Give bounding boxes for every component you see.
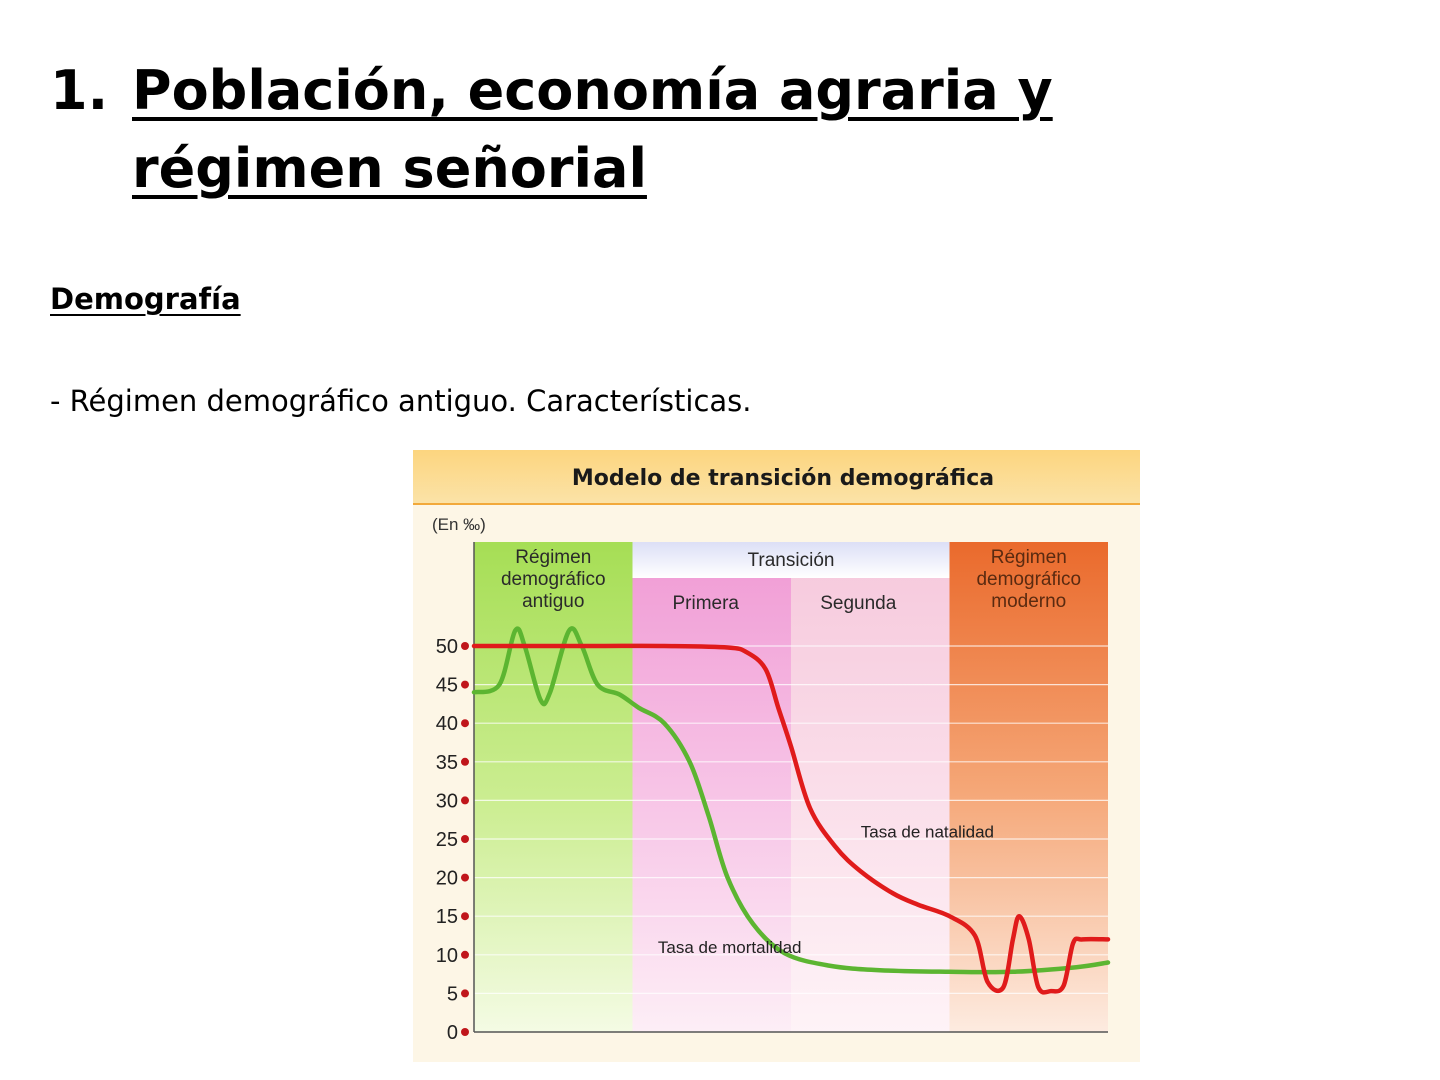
y-tick-dot	[461, 835, 469, 843]
stage-label-line: antiguo	[522, 591, 584, 612]
y-tick-label: 15	[436, 906, 458, 928]
y-tick-dot	[461, 680, 469, 689]
y-tick-dot	[461, 873, 469, 882]
y-tick-label: 35	[436, 752, 458, 774]
y-tick-label: 5	[447, 983, 458, 1005]
y-tick-dot	[461, 796, 469, 805]
series-label-natalidad: Tasa de natalidad	[861, 822, 994, 841]
y-tick-label: 0	[447, 1022, 458, 1044]
y-tick-dot	[461, 912, 469, 921]
y-tick-label: 45	[436, 675, 458, 697]
y-tick-label: 10	[436, 945, 458, 967]
y-tick-dot	[461, 1028, 469, 1036]
stage-label-line: Régimen	[515, 547, 591, 568]
y-tick-label: 30	[436, 790, 458, 812]
stage-band-moderno	[949, 542, 1108, 1032]
section-title: Demografía	[50, 282, 241, 316]
chart-title: Modelo de transición demográfica	[572, 466, 994, 491]
stage-label-antiguo: Régimen demográfico antiguo	[501, 547, 606, 612]
stage-label-transicion: Transición	[748, 550, 835, 571]
y-tick-dot	[461, 757, 469, 766]
stage-band-antiguo	[474, 542, 633, 1032]
title-bar-divider	[413, 503, 1140, 505]
figure-title-bar	[413, 450, 1140, 504]
series-line-natalidad	[471, 643, 1111, 995]
y-axis-unit-label: (En ‰)	[432, 515, 486, 534]
bullet-point: - Régimen demográfico antiguo. Caracterí…	[50, 384, 752, 418]
y-tick-label: 20	[436, 868, 458, 890]
y-tick-dot	[461, 642, 469, 650]
stage-label-line: Régimen	[991, 547, 1067, 568]
y-tick-dot	[461, 989, 469, 998]
demographic-transition-figure: Modelo de transición demográfica (En ‰) …	[413, 450, 1140, 1062]
substage-label-segunda: Segunda	[820, 593, 897, 614]
series-line-mortalidad	[471, 626, 1111, 975]
stage-label-line: moderno	[991, 591, 1066, 612]
heading-number: 1.	[50, 59, 109, 122]
heading-title: Población, economía agraria y régimen se…	[132, 59, 1053, 200]
stage-band-primera	[632, 542, 791, 1032]
y-tick-label: 25	[436, 829, 458, 851]
y-tick-label: 50	[436, 636, 458, 658]
y-tick-label: 40	[436, 713, 458, 735]
stage-label-moderno: Régimen demográfico moderno	[976, 547, 1081, 612]
y-tick-dot	[461, 950, 469, 959]
stage-label-line: demográfico	[976, 569, 1081, 590]
stage-label-line: demográfico	[501, 569, 606, 590]
transition-header-bar	[632, 542, 950, 578]
transition-chart: Modelo de transición demográfica (En ‰) …	[413, 450, 1140, 1062]
y-tick-dot	[461, 719, 469, 728]
series-label-mortalidad: Tasa de mortalidad	[658, 938, 802, 957]
stage-band-segunda	[791, 542, 950, 1032]
substage-label-primera: Primera	[672, 593, 739, 614]
